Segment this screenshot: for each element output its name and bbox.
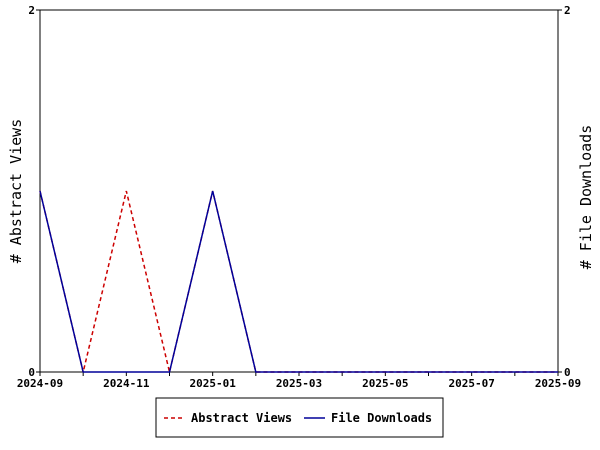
x-tick-label: 2024-11	[103, 377, 150, 390]
legend: Abstract Views File Downloads	[155, 397, 444, 438]
x-tick-label: 2025-05	[362, 377, 408, 390]
x-tick-label: 2025-09	[535, 377, 581, 390]
series-layer	[39, 190, 558, 373]
x-tick-label: 2024-09	[17, 377, 63, 390]
legend-label-abstract-views: Abstract Views	[191, 411, 292, 425]
y-axis-left-title: # Abstract Views	[7, 119, 25, 264]
y-axis-right-title: # File Downloads	[577, 125, 595, 270]
y-left-tick-label: 0	[28, 366, 35, 379]
y-axis: 0 2 0 2	[28, 4, 570, 379]
plot-area	[39, 9, 559, 373]
x-tick-label: 2025-01	[189, 377, 236, 390]
legend-box	[155, 397, 444, 438]
legend-label-file-downloads: File Downloads	[331, 411, 432, 425]
y-left-tick-label: 2	[28, 4, 35, 17]
x-tick-label: 2025-03	[276, 377, 322, 390]
series-line-file-downloads	[39, 190, 558, 373]
plot-border	[39, 9, 559, 373]
x-axis: 2024-09 2024-11 2025-01 2025-03 2025-05 2025-…	[17, 372, 581, 390]
series-line-abstract-views	[39, 190, 558, 373]
x-tick-label: 2025-07	[448, 377, 494, 390]
y-right-tick-label: 0	[564, 366, 571, 379]
y-right-tick-label: 2	[564, 4, 571, 17]
